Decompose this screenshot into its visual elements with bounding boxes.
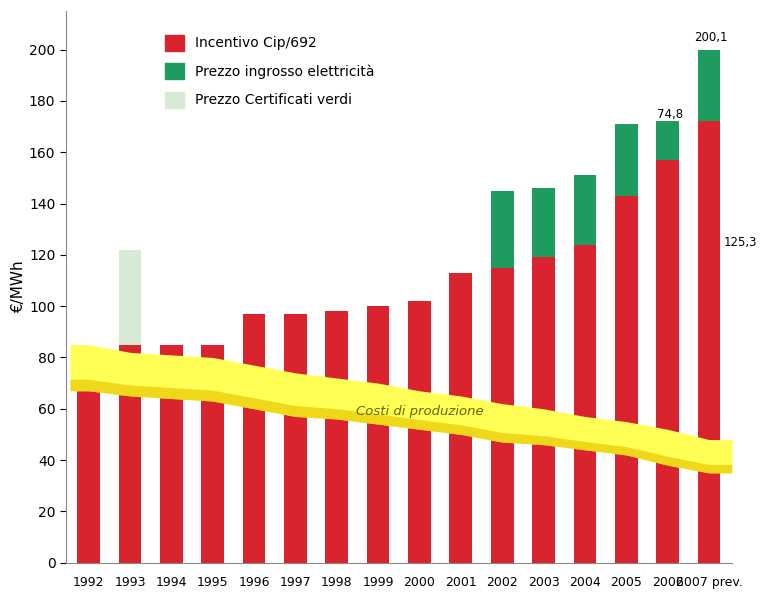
Bar xyxy=(615,196,638,563)
Legend: Incentivo Cip/692, Prezzo ingrosso elettricità, Prezzo Certificati verdi: Incentivo Cip/692, Prezzo ingrosso elett… xyxy=(159,29,381,113)
Bar xyxy=(491,191,514,268)
Bar xyxy=(532,257,555,563)
Text: 125,3: 125,3 xyxy=(724,236,757,248)
Bar xyxy=(697,50,721,121)
Bar xyxy=(656,242,679,563)
Bar xyxy=(201,344,224,563)
Bar xyxy=(532,188,555,257)
Bar xyxy=(243,314,265,563)
Bar xyxy=(160,344,183,563)
Bar xyxy=(491,358,514,563)
Text: 200,1: 200,1 xyxy=(694,31,728,44)
Bar xyxy=(491,268,514,563)
Bar xyxy=(656,121,679,160)
Bar xyxy=(697,121,721,563)
Bar xyxy=(77,370,100,563)
Bar xyxy=(118,250,141,563)
Bar xyxy=(118,344,141,563)
Bar xyxy=(284,314,307,563)
Text: Costi di produzione: Costi di produzione xyxy=(356,405,483,418)
Bar xyxy=(574,316,596,563)
Bar xyxy=(615,286,638,563)
Bar xyxy=(574,245,596,563)
Bar xyxy=(408,301,431,563)
Bar xyxy=(449,273,472,563)
Bar xyxy=(532,319,555,563)
Bar xyxy=(697,209,721,563)
Bar xyxy=(574,175,596,245)
Text: 74,8: 74,8 xyxy=(657,109,683,121)
Bar xyxy=(615,124,638,196)
Bar xyxy=(367,306,389,563)
Bar xyxy=(656,160,679,563)
Y-axis label: €/MWh: €/MWh xyxy=(11,260,26,313)
Bar xyxy=(325,311,348,563)
